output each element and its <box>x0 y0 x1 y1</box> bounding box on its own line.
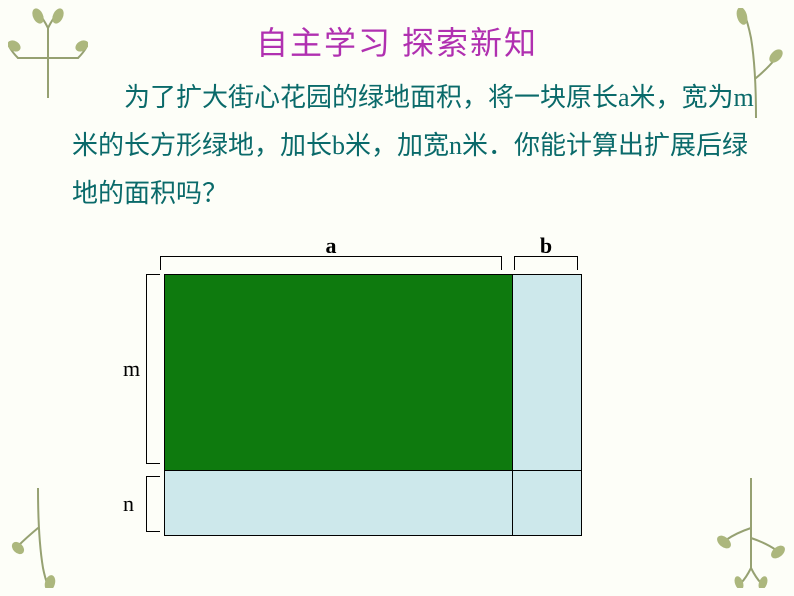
dim-left-col: m n <box>130 274 160 532</box>
dim-bracket-n: n <box>146 476 160 532</box>
area-diagram: a b m n <box>130 240 600 560</box>
dim-label-m: m <box>123 356 140 382</box>
rect-ext-corner <box>513 471 581 535</box>
dim-bracket-m: m <box>146 274 160 464</box>
dim-label-b: b <box>515 233 577 259</box>
decor-bottom-right <box>716 478 786 588</box>
dim-top-row: a b <box>160 240 578 270</box>
rect-outer <box>164 274 582 536</box>
rect-original <box>165 275 513 471</box>
rect-ext-bottom <box>165 471 513 535</box>
dim-bracket-a: a <box>160 256 502 270</box>
dim-bracket-b: b <box>514 256 578 270</box>
body-paragraph: 为了扩大街心花园的绿地面积，将一块原长a米，宽为m米的长方形绿地，加长b米，加宽… <box>72 74 754 218</box>
dim-label-n: n <box>123 491 134 517</box>
decor-bottom-left <box>8 488 68 588</box>
rect-ext-right <box>513 275 581 471</box>
page-title: 自主学习 探索新知 <box>0 18 794 64</box>
dim-label-a: a <box>161 233 501 259</box>
